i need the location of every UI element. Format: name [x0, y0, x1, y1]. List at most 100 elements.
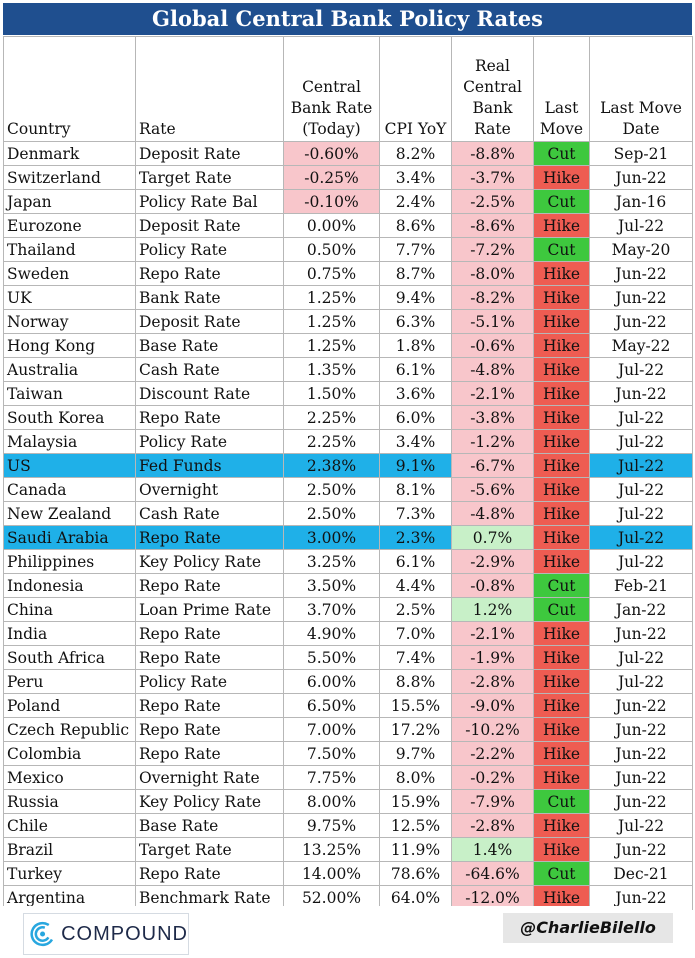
cell-rate: Repo Rate [135, 717, 284, 742]
cell-real-rate: -2.1% [451, 621, 534, 646]
cell-last-move-date: Jan-22 [589, 597, 693, 622]
cell-last-move-date: Jan-16 [589, 189, 693, 214]
cell-country: Canada [3, 477, 136, 502]
cell-cpi: 7.7% [379, 237, 452, 262]
cell-real-rate: -5.6% [451, 477, 534, 502]
cell-last-move: Hike [533, 549, 590, 574]
cell-real-rate: 1.4% [451, 837, 534, 862]
table-row: South Korea Repo Rate 2.25% 6.0% -3.8% Hike Ju… [3, 405, 693, 430]
cell-country: Australia [3, 357, 136, 382]
cell-cb-rate: 3.50% [283, 573, 380, 598]
cell-country: Malaysia [3, 429, 136, 454]
cell-rate: Repo Rate [135, 261, 284, 286]
cell-last-move-date: Jul-22 [589, 429, 693, 454]
cell-country: Poland [3, 693, 136, 718]
table-row: Indonesia Repo Rate 3.50% 4.4% -0.8% Cut Feb-2… [3, 573, 693, 598]
cell-cb-rate: 1.25% [283, 333, 380, 358]
cell-rate: Repo Rate [135, 621, 284, 646]
cell-last-move-date: Sep-21 [589, 141, 693, 166]
cell-rate: Cash Rate [135, 357, 284, 382]
cell-rate: Repo Rate [135, 525, 284, 550]
cell-country: US [3, 453, 136, 478]
cell-last-move-date: Feb-21 [589, 573, 693, 598]
cell-country: Brazil [3, 837, 136, 862]
cell-cb-rate: 0.75% [283, 261, 380, 286]
cell-cpi: 7.0% [379, 621, 452, 646]
cell-cpi: 8.0% [379, 765, 452, 790]
cell-real-rate: -7.9% [451, 789, 534, 814]
cell-cpi: 2.4% [379, 189, 452, 214]
table-row: Malaysia Policy Rate 2.25% 3.4% -1.2% Hike Jul… [3, 429, 693, 454]
cell-cpi: 8.6% [379, 213, 452, 238]
cell-last-move: Hike [533, 645, 590, 670]
cell-last-move-date: Jun-22 [589, 789, 693, 814]
cell-cpi: 15.9% [379, 789, 452, 814]
cell-real-rate: -0.6% [451, 333, 534, 358]
cell-last-move-date: Jul-22 [589, 525, 693, 550]
table-row: Saudi Arabia Repo Rate 3.00% 2.3% 0.7% Hike Ju… [3, 525, 693, 550]
cell-real-rate: 0.7% [451, 525, 534, 550]
cell-cpi: 9.7% [379, 741, 452, 766]
cell-rate: Deposit Rate [135, 213, 284, 238]
cell-rate: Benchmark Rate [135, 885, 284, 910]
cell-last-move-date: Jul-22 [589, 477, 693, 502]
cell-last-move: Hike [533, 885, 590, 910]
cell-rate: Repo Rate [135, 645, 284, 670]
cell-rate: Base Rate [135, 333, 284, 358]
cell-cb-rate: 0.50% [283, 237, 380, 262]
cell-country: South Africa [3, 645, 136, 670]
cell-last-move: Hike [533, 621, 590, 646]
cell-last-move-date: May-22 [589, 333, 693, 358]
cell-last-move: Hike [533, 261, 590, 286]
table-row: Philippines Key Policy Rate 3.25% 6.1% -2.9%… [3, 549, 693, 574]
cell-rate: Policy Rate [135, 429, 284, 454]
cell-last-move: Cut [533, 237, 590, 262]
cell-country: Russia [3, 789, 136, 814]
cell-real-rate: -9.0% [451, 693, 534, 718]
cell-last-move: Cut [533, 573, 590, 598]
cell-rate: Repo Rate [135, 861, 284, 886]
cell-cb-rate: 6.00% [283, 669, 380, 694]
cell-country: Peru [3, 669, 136, 694]
table-row: Japan Policy Rate Bal -0.10% 2.4% -2.5% Cut Ja… [3, 189, 693, 214]
cell-cpi: 8.2% [379, 141, 452, 166]
table-row: Sweden Repo Rate 0.75% 8.7% -8.0% Hike Jun-22 [3, 261, 693, 286]
cell-cb-rate: 2.25% [283, 405, 380, 430]
table-row: Chile Base Rate 9.75% 12.5% -2.8% Hike Jul-22 [3, 813, 693, 838]
table-row: New Zealand Cash Rate 2.50% 7.3% -4.8% Hike Ju… [3, 501, 693, 526]
cell-last-move-date: Jun-22 [589, 837, 693, 862]
cell-last-move-date: Dec-21 [589, 861, 693, 886]
cell-real-rate: -4.8% [451, 357, 534, 382]
cell-cb-rate: 1.25% [283, 309, 380, 334]
table-row: Poland Repo Rate 6.50% 15.5% -9.0% Hike Jun-22 [3, 693, 693, 718]
cell-country: Sweden [3, 261, 136, 286]
cell-last-move-date: Jun-22 [589, 621, 693, 646]
cell-last-move-date: Jun-22 [589, 741, 693, 766]
cell-country: Japan [3, 189, 136, 214]
cell-last-move-date: May-20 [589, 237, 693, 262]
cell-cb-rate: 4.90% [283, 621, 380, 646]
cell-last-move: Cut [533, 141, 590, 166]
header-cpi: CPI YoY [379, 36, 452, 142]
cell-real-rate: -8.8% [451, 141, 534, 166]
cell-rate: Base Rate [135, 813, 284, 838]
cell-last-move-date: Jul-22 [589, 813, 693, 838]
cell-real-rate: -2.1% [451, 381, 534, 406]
cell-real-rate: -3.8% [451, 405, 534, 430]
table-row: China Loan Prime Rate 3.70% 2.5% 1.2% Cut Jan-… [3, 597, 693, 622]
table-row: Brazil Target Rate 13.25% 11.9% 1.4% Hike Jun-… [3, 837, 693, 862]
cell-cpi: 8.7% [379, 261, 452, 286]
cell-cb-rate: 3.25% [283, 549, 380, 574]
cell-last-move-date: Jul-22 [589, 645, 693, 670]
cell-country: New Zealand [3, 501, 136, 526]
cell-country: UK [3, 285, 136, 310]
cell-last-move: Hike [533, 405, 590, 430]
cell-country: Saudi Arabia [3, 525, 136, 550]
cell-last-move: Hike [533, 813, 590, 838]
cell-real-rate: -64.6% [451, 861, 534, 886]
cell-real-rate: -0.2% [451, 765, 534, 790]
cell-real-rate: -4.8% [451, 501, 534, 526]
cell-cb-rate: 13.25% [283, 837, 380, 862]
cell-rate: Fed Funds [135, 453, 284, 478]
cell-country: Taiwan [3, 381, 136, 406]
